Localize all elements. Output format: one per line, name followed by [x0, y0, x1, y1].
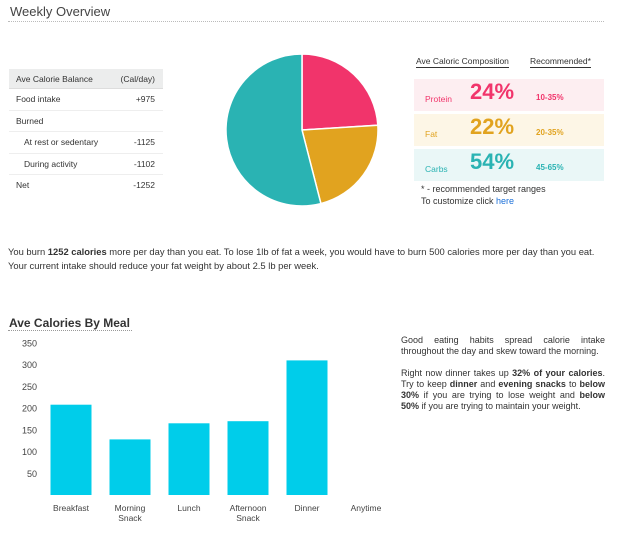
advice-text: and — [477, 379, 499, 389]
advice-paragraph: Right now dinner takes up 32% of your ca… — [401, 368, 605, 412]
x-tick-label: Dinner — [294, 503, 319, 513]
bar-dinner — [286, 360, 328, 495]
composition-row-protein: Protein 24% 10-35% — [414, 79, 604, 111]
summary-calories: 1252 calories — [47, 246, 107, 257]
composition-percent: 54% — [470, 149, 515, 174]
composition-row-fat: Fat 22% 20-35% — [414, 114, 604, 146]
caloric-composition-table: Ave Caloric Composition Recommended* Pro… — [414, 52, 604, 182]
pie-slice-protein — [301, 53, 379, 131]
x-tick-label: Lunch — [177, 503, 200, 513]
composition-row-carbs: Carbs 54% 45-65% — [414, 149, 604, 181]
pie-slice-carbs — [225, 53, 322, 207]
meal-chart-title: Ave Calories By Meal — [9, 316, 130, 330]
composition-range: 10-35% — [536, 93, 564, 102]
advice-text: . Try to keep — [401, 368, 605, 389]
composition-percent: 22% — [470, 114, 515, 139]
balance-row-value: +975 — [135, 94, 155, 104]
y-tick-label: 250 — [22, 382, 37, 392]
bar-breakfast — [50, 404, 92, 495]
advice-bold: below 50% — [401, 390, 605, 411]
y-tick-label: 300 — [22, 360, 37, 370]
advice-text: to — [565, 379, 580, 389]
balance-row-at-rest: At rest or sedentary -1125 — [9, 132, 163, 154]
composition-name: Carbs — [425, 164, 448, 174]
balance-header-label: Ave Calorie Balance — [16, 74, 93, 84]
x-tick-label: Morning — [115, 503, 146, 513]
caloric-composition-pie-chart — [225, 53, 379, 207]
summary-text: You burn — [8, 246, 48, 257]
customize-text: To customize click — [421, 196, 494, 206]
bar-morning-snack — [109, 439, 151, 495]
composition-percent: 24% — [470, 79, 515, 104]
y-tick-label: 100 — [22, 447, 37, 457]
advice-text: if you are trying to lose weight and — [419, 390, 580, 400]
bar-lunch — [168, 423, 210, 495]
advice-bold: evening snacks — [498, 379, 566, 389]
balance-row-value: -1125 — [133, 137, 155, 147]
y-tick-label: 350 — [22, 339, 37, 349]
summary-text: more per day than you eat. To lose 1lb o… — [8, 246, 595, 271]
balance-row-label: During activity — [24, 158, 78, 169]
x-tick-label: Afternoon — [230, 503, 267, 513]
balance-row-label: Net — [16, 180, 30, 190]
composition-name: Protein — [425, 94, 452, 104]
balance-row-label: At rest or sedentary — [24, 137, 99, 147]
page-title: Weekly Overview — [10, 4, 111, 19]
recommended-heading: Recommended* — [530, 56, 591, 68]
advice-text: if you are trying to maintain your weigh… — [419, 401, 581, 411]
meal-title-divider — [8, 330, 132, 331]
title-divider — [8, 21, 604, 22]
customize-note: To customize click here — [421, 196, 514, 206]
balance-row-label: Food intake — [16, 94, 61, 104]
advice-paragraph: Good eating habits spread calorie intake… — [401, 335, 605, 356]
composition-name: Fat — [425, 129, 438, 139]
balance-header-unit: (Cal/day) — [120, 74, 155, 84]
x-tick-label: Anytime — [351, 503, 382, 513]
pie-slice-fat — [301, 124, 379, 205]
balance-row-value: -1252 — [133, 180, 155, 190]
balance-header-row: Ave Calorie Balance (Cal/day) — [9, 69, 163, 89]
advice-bold: dinner — [449, 379, 478, 389]
balance-row-net: Net -1252 — [9, 175, 163, 197]
advice-text: Right now dinner takes up — [401, 368, 513, 378]
composition-range: 20-35% — [536, 128, 564, 137]
y-tick-label: 150 — [22, 425, 37, 435]
balance-row-food-intake: Food intake +975 — [9, 89, 163, 111]
x-tick-label: Snack — [118, 513, 142, 523]
calorie-summary-text: You burn 1252 calories more per day than… — [8, 245, 608, 272]
advice-bold: 32% of your calories — [512, 368, 603, 378]
balance-row-value: -1102 — [133, 158, 155, 169]
calorie-balance-table: Ave Calorie Balance (Cal/day) Food intak… — [9, 69, 163, 197]
balance-row-during-activity: During activity -1102 — [9, 154, 163, 175]
meal-advice: Good eating habits spread calorie intake… — [401, 335, 605, 423]
customize-link[interactable]: here — [496, 196, 515, 206]
balance-row-burned: Burned — [9, 111, 163, 132]
x-tick-label: Snack — [236, 513, 260, 523]
composition-range: 45-65% — [536, 163, 564, 172]
recommended-note: * - recommended target ranges — [421, 184, 546, 194]
y-tick-label: 50 — [27, 469, 37, 479]
composition-heading: Ave Caloric Composition — [416, 56, 509, 68]
x-tick-label: Breakfast — [53, 503, 90, 513]
balance-row-label: Burned — [16, 115, 44, 126]
advice-bold: below 30% — [401, 379, 605, 400]
bar-afternoon-snack — [227, 421, 269, 495]
y-tick-label: 200 — [22, 404, 37, 414]
